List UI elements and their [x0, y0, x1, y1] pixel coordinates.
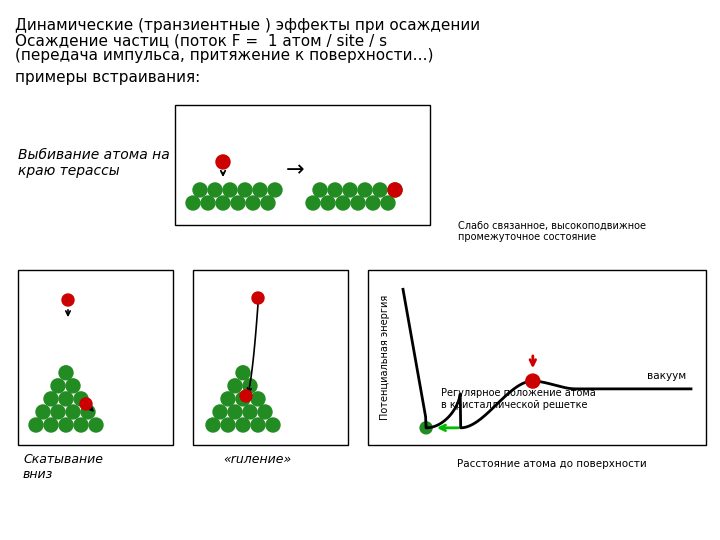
Circle shape [268, 183, 282, 197]
Circle shape [258, 405, 272, 419]
Circle shape [66, 405, 80, 419]
Circle shape [388, 183, 402, 197]
Circle shape [343, 183, 357, 197]
Circle shape [29, 418, 43, 432]
Text: «ruление»: «ruление» [223, 453, 292, 466]
Text: Слабо связанное, высокоподвижное
промежуточное состояние: Слабо связанное, высокоподвижное промежу… [458, 220, 646, 242]
Circle shape [236, 366, 250, 380]
Circle shape [221, 418, 235, 432]
Circle shape [373, 183, 387, 197]
Text: →: → [286, 160, 305, 180]
Circle shape [261, 196, 275, 210]
Circle shape [313, 183, 327, 197]
Circle shape [266, 418, 280, 432]
Circle shape [44, 418, 58, 432]
Circle shape [236, 418, 250, 432]
Text: Регулярное положение атома
в кристаллической решетке: Регулярное положение атома в кристалличе… [441, 388, 596, 410]
Circle shape [44, 392, 58, 406]
Circle shape [243, 379, 257, 393]
Circle shape [59, 392, 73, 406]
Bar [368, 270, 706, 445]
Circle shape [321, 196, 335, 210]
Circle shape [216, 155, 230, 169]
Circle shape [223, 183, 237, 197]
Circle shape [381, 196, 395, 210]
Circle shape [420, 422, 432, 434]
Circle shape [306, 196, 320, 210]
Circle shape [74, 418, 88, 432]
Text: Динамические (транзиентные ) эффекты при осаждении: Динамические (транзиентные ) эффекты при… [15, 18, 480, 33]
Circle shape [252, 292, 264, 304]
Text: Осаждение частиц (поток F =  1 атом / site / s: Осаждение частиц (поток F = 1 атом / sit… [15, 33, 387, 48]
Circle shape [236, 392, 250, 406]
Circle shape [206, 418, 220, 432]
Circle shape [208, 183, 222, 197]
Circle shape [80, 398, 92, 410]
Circle shape [59, 418, 73, 432]
Circle shape [228, 379, 242, 393]
Bar [193, 270, 348, 445]
Circle shape [62, 294, 74, 306]
Bar [18, 270, 173, 445]
Circle shape [358, 183, 372, 197]
Text: Расстояние атома до поверхности: Расстояние атома до поверхности [457, 459, 647, 469]
Circle shape [388, 183, 402, 197]
Circle shape [201, 196, 215, 210]
Circle shape [526, 374, 540, 388]
Text: (передача импульса, притяжение к поверхности…): (передача импульса, притяжение к поверхн… [15, 48, 433, 63]
Circle shape [366, 196, 380, 210]
Circle shape [228, 405, 242, 419]
Circle shape [240, 390, 252, 402]
Circle shape [193, 183, 207, 197]
Text: Выбивание атома на
краю терассы: Выбивание атома на краю терассы [18, 148, 170, 178]
Text: вакуум: вакуум [647, 371, 686, 381]
Circle shape [186, 196, 200, 210]
Circle shape [81, 405, 95, 419]
Circle shape [351, 196, 365, 210]
Circle shape [328, 183, 342, 197]
Circle shape [74, 392, 88, 406]
Circle shape [51, 405, 65, 419]
Circle shape [89, 418, 103, 432]
Circle shape [251, 418, 265, 432]
Circle shape [216, 196, 230, 210]
Circle shape [221, 392, 235, 406]
Text: Потенциальная энергия: Потенциальная энергия [380, 294, 390, 420]
Circle shape [231, 196, 245, 210]
Circle shape [213, 405, 227, 419]
Text: примеры встраивания:: примеры встраивания: [15, 70, 200, 85]
Circle shape [251, 392, 265, 406]
Bar [175, 105, 430, 225]
Circle shape [243, 405, 257, 419]
Circle shape [238, 183, 252, 197]
Circle shape [59, 366, 73, 380]
Circle shape [336, 196, 350, 210]
Circle shape [253, 183, 267, 197]
Circle shape [51, 379, 65, 393]
Circle shape [66, 379, 80, 393]
Circle shape [246, 196, 260, 210]
Circle shape [36, 405, 50, 419]
Text: Скатывание
вниз: Скатывание вниз [23, 453, 103, 481]
